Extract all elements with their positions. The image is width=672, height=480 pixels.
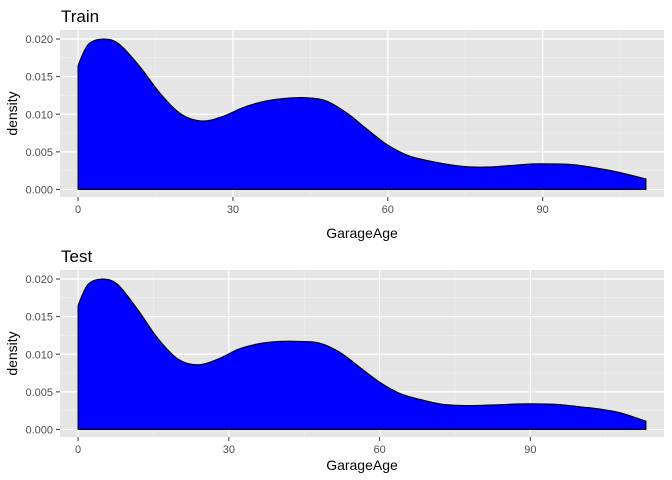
test-x-tick-label: 60 <box>373 444 385 456</box>
train-x-tick-label: 0 <box>75 204 81 216</box>
train-chart-title: Train <box>61 7 99 26</box>
test-chart: 0 30 60 90 0.000 0.005 0.010 0.015 0.020 Test Gara… <box>4 247 664 473</box>
test-x-tick-label: 0 <box>75 444 81 456</box>
test-x-tick-label: 90 <box>524 444 536 456</box>
test-y-tick-label: 0.010 <box>25 349 53 361</box>
test-y-tick-label: 0.000 <box>25 424 53 436</box>
train-y-tick-label: 0.015 <box>25 72 53 84</box>
test-x-axis-title: GarageAge <box>326 457 398 473</box>
train-chart: 0 30 60 90 0.000 0.005 0.010 0.015 0.020 Train Gar… <box>4 7 664 241</box>
train-y-tick-label: 0.020 <box>25 34 53 46</box>
test-x-tick-label: 30 <box>223 444 235 456</box>
train-x-axis-title: GarageAge <box>326 225 398 241</box>
test-chart-title: Test <box>61 247 92 266</box>
train-y-tick-label: 0.000 <box>25 184 53 196</box>
train-density-area <box>77 38 647 191</box>
train-y-tick-label: 0.005 <box>25 147 53 159</box>
train-x-tick-label: 90 <box>537 204 549 216</box>
train-y-tick-label: 0.010 <box>25 109 53 121</box>
train-x-tick-label: 30 <box>227 204 239 216</box>
train-x-tick-label: 60 <box>382 204 394 216</box>
test-density-area <box>77 278 647 431</box>
train-y-axis-title: density <box>4 91 20 135</box>
test-y-tick-label: 0.005 <box>25 387 53 399</box>
test-y-axis-title: density <box>4 331 20 375</box>
test-y-tick-label: 0.020 <box>25 274 53 286</box>
test-y-tick-label: 0.015 <box>25 312 53 324</box>
